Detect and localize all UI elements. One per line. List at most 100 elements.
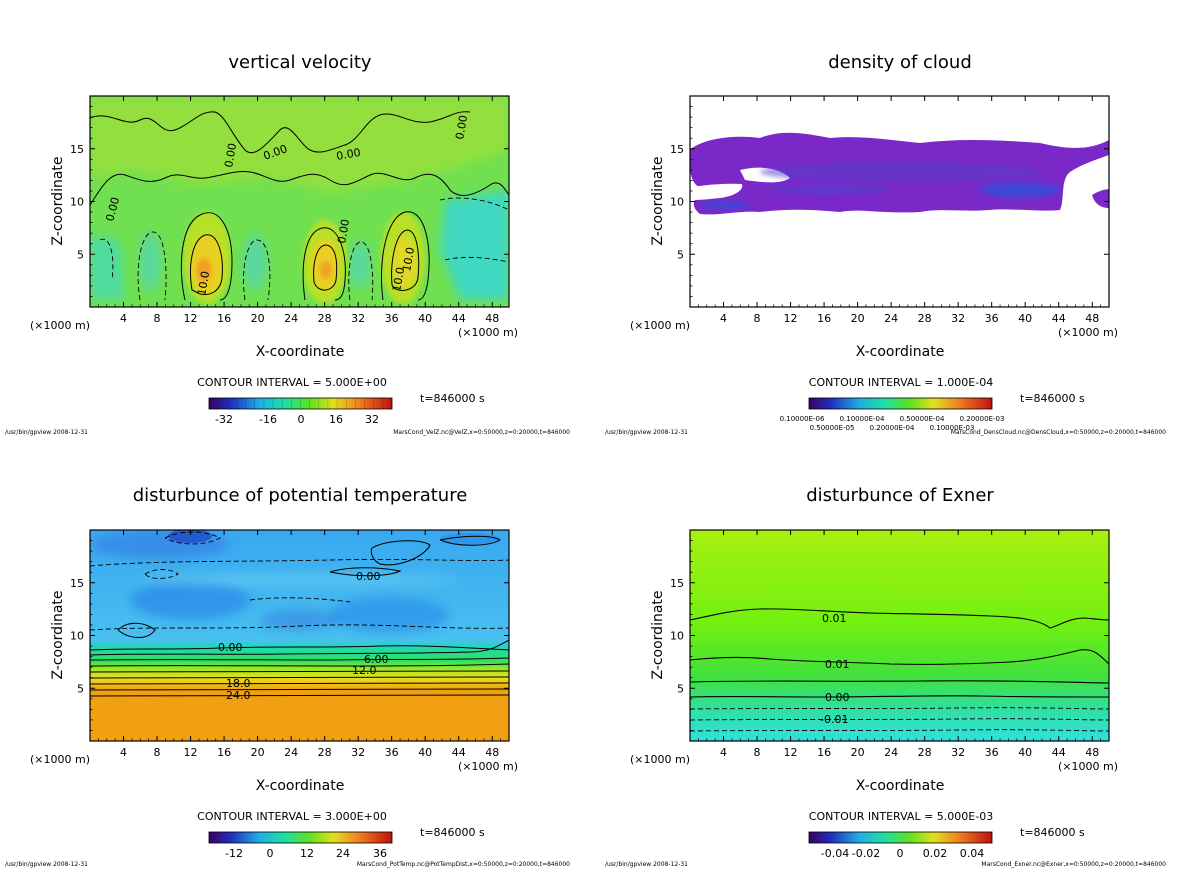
colorbar-label: 0.20000E-03: [960, 415, 1005, 423]
updraft-core: [320, 261, 332, 279]
panel-title: disturbunce of Exner: [806, 485, 994, 506]
x-tick-label: 28: [318, 746, 332, 759]
contour-label: 18.0: [226, 677, 251, 690]
x-axis-ticks: 4 8 12 16 20 24 28 32 36 40 44 48: [97, 530, 502, 759]
x-tick-label: 28: [918, 312, 932, 325]
footer-source: MarsCond_Exner.nc@Exner,x=0:50000,z=0:20…: [981, 861, 1166, 868]
right-cyan-region: [440, 190, 509, 300]
field-density-of-cloud: [690, 96, 1109, 307]
x-tick-label: 20: [851, 746, 865, 759]
x-tick-label: 12: [184, 312, 198, 325]
colorbar-label: 0.10000E-03: [930, 424, 975, 432]
x-unit-right: (×1000 m): [1058, 326, 1118, 339]
colorbar-label: 0: [897, 847, 904, 860]
contour-label: 0.00: [222, 142, 239, 168]
panel-title: vertical velocity: [228, 52, 372, 73]
contour-interval: CONTOUR INTERVAL = 3.000E+00: [197, 810, 387, 823]
y-tick-label: 10: [670, 630, 684, 643]
x-tick-label: 28: [918, 746, 932, 759]
contour-negative: [164, 531, 221, 545]
colorbar-label: 16: [329, 413, 343, 426]
contour-negative: [90, 624, 509, 631]
cool-patch: [330, 597, 450, 633]
time-label: t=846000 s: [1020, 392, 1085, 405]
x-tick-label: 40: [1018, 312, 1032, 325]
light-band: [140, 574, 460, 586]
cloud-dense: [980, 182, 1060, 198]
y-axis-label: Z-coordinate: [650, 156, 666, 245]
cloud-dense: [770, 185, 890, 195]
footer-source: MarsCond_PotTemp.nc@PotTempDist,x=0:5000…: [357, 861, 570, 868]
field-exner: 0.01 0.01 0.00 -0.01: [690, 530, 1109, 741]
contour-line: [117, 622, 156, 638]
contour-label: 0.00: [103, 196, 122, 223]
x-tick-label: 12: [784, 746, 798, 759]
x-tick-label: 8: [154, 746, 161, 759]
contour-line: [329, 567, 402, 577]
x-tick-label: 44: [452, 312, 466, 325]
colorbar-label: 36: [373, 847, 387, 860]
contour-label: 0.00: [335, 218, 352, 244]
y-tick-label: 5: [77, 248, 84, 261]
x-tick-label: 24: [284, 312, 298, 325]
cold-core: [168, 530, 212, 543]
contour-label: 0.01: [825, 658, 850, 671]
contour-line: [90, 688, 509, 691]
panel-title: density of cloud: [828, 52, 972, 73]
contour-line: [690, 608, 1109, 629]
x-tick-label: 36: [985, 312, 999, 325]
contour-label: 24.0: [226, 689, 251, 702]
panel-density-of-cloud: density of cloud 4 8 12 16 20 24 28 32 36 40 44 48 …: [605, 52, 1166, 436]
x-axis-label: X-coordinate: [256, 344, 345, 360]
contour-line: [90, 645, 509, 651]
updraft-core: [196, 258, 212, 282]
time-label: t=846000 s: [420, 826, 485, 839]
x-tick-label: 8: [754, 746, 761, 759]
x-tick-label: 48: [1085, 746, 1099, 759]
x-tick-label: 12: [784, 312, 798, 325]
contour-negative: [348, 241, 374, 301]
colorbar-label: 24: [336, 847, 350, 860]
x-unit-left: (×1000 m): [30, 319, 90, 332]
cool-patch: [130, 580, 250, 620]
x-axis-label: X-coordinate: [256, 778, 345, 794]
panel-exner: disturbunce of Exner 0.01 0.01 0.00 -0.0…: [605, 485, 1166, 868]
y-tick-label: 5: [677, 682, 684, 695]
x-tick-label: 48: [485, 312, 499, 325]
x-tick-label: 28: [318, 312, 332, 325]
y-axis-label: Z-coordinate: [50, 156, 66, 245]
panel-potential-temperature: disturbunce of potential temperature: [5, 485, 570, 868]
colorbar: [808, 397, 993, 410]
colorbar-label: -12: [225, 847, 243, 860]
contour-negative: [243, 239, 271, 301]
field-potential-temperature: 0.00 0.00 6.00 12.0 18.0 24.0: [90, 530, 509, 741]
x-tick-label: 20: [251, 746, 265, 759]
contour-negative: [137, 231, 167, 301]
x-tick-label: 36: [985, 746, 999, 759]
contour-zero-line: [90, 171, 509, 206]
contour-label: 0.01: [822, 612, 847, 625]
contour-negative: [690, 718, 1109, 721]
contour-negative: [444, 256, 509, 263]
contour-line: [690, 649, 1109, 665]
colorbar-label-group: 0.10000E-06 0.50000E-05 0.10000E-04 0.20…: [780, 415, 1005, 432]
panel-vertical-velocity: vertical velocity: [5, 52, 570, 436]
cloud-dense: [700, 201, 750, 209]
contour-line: [690, 695, 1109, 698]
upper-yellow-region: [90, 96, 509, 192]
contour-negative: [99, 238, 114, 281]
colorbar-label: 0.02: [923, 847, 948, 860]
cloud-dense: [760, 162, 1040, 182]
colorbar: [808, 831, 993, 844]
y-axis-ticks: 5 10 15: [70, 540, 509, 731]
x-axis-ticks: 4 8 12 16 20 24 28 32 36 40 44 48: [697, 96, 1102, 325]
contour-line: [370, 540, 431, 566]
contour-positive: [391, 229, 420, 291]
x-tick-label: 44: [452, 746, 466, 759]
contour-negative: [439, 197, 509, 211]
x-tick-label: 4: [120, 746, 127, 759]
y-axis-ticks: 5 10 15: [70, 106, 509, 297]
contour-line: [90, 670, 509, 673]
contour-positive: [313, 244, 338, 291]
contour-zero-line: [90, 111, 471, 153]
